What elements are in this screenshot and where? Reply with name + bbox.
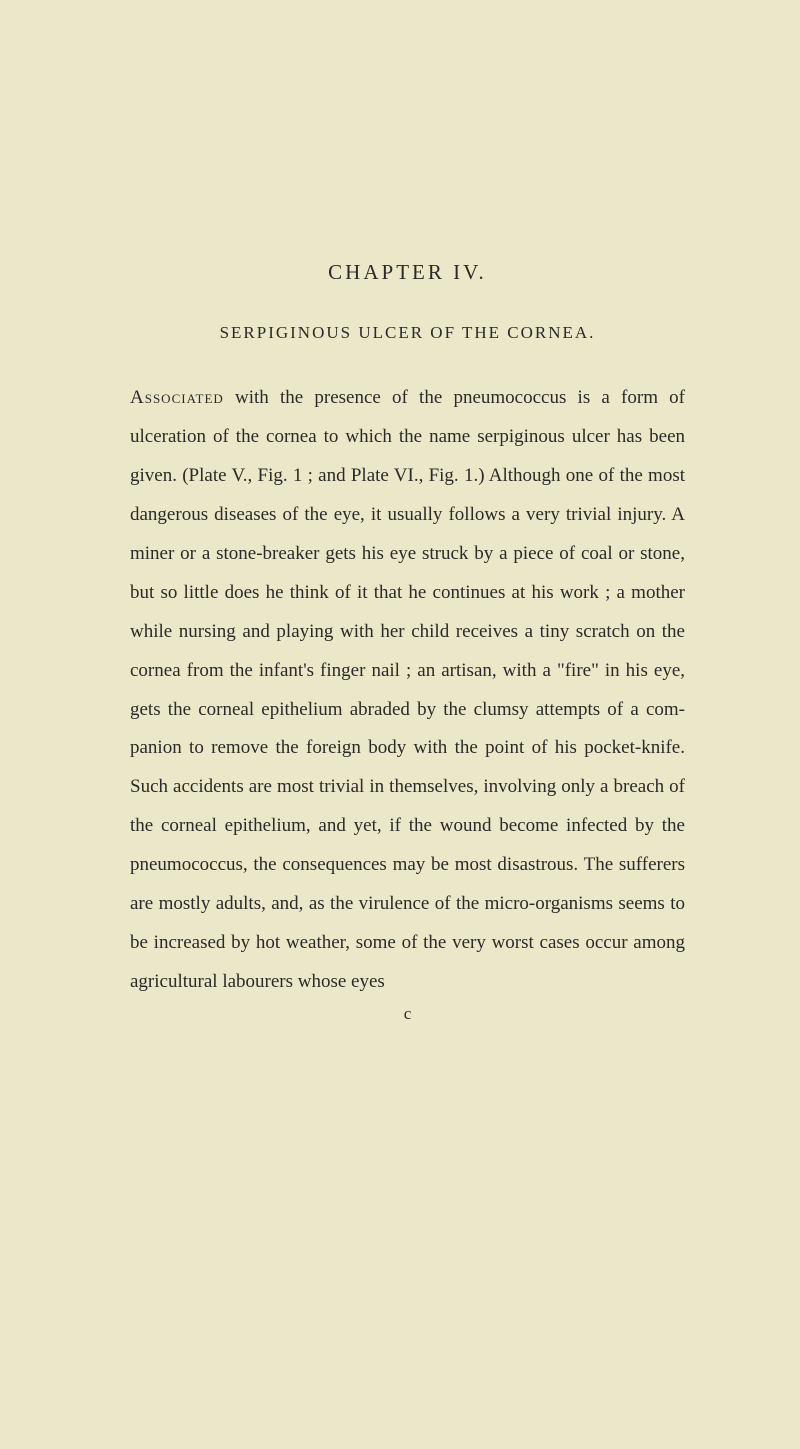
body-rest: with the presence of the pneumococcus is… (130, 387, 685, 992)
first-word: Associated (130, 387, 224, 408)
chapter-heading: CHAPTER IV. (130, 260, 685, 285)
section-title: SERPIGINOUS ULCER OF THE CORNEA. (130, 323, 685, 343)
signature-mark: c (130, 1004, 685, 1024)
body-paragraph: Associated with the presence of the pneu… (130, 379, 685, 1002)
